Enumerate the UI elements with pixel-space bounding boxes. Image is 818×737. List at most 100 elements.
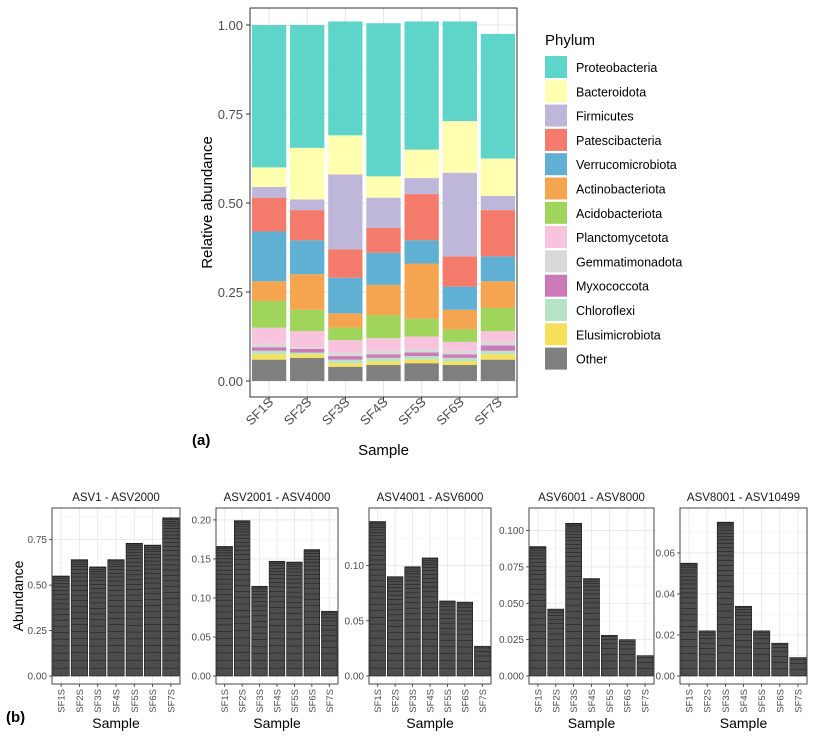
bar-segment [404, 318, 439, 337]
bar [216, 546, 233, 677]
y-axis-title: Abundance [10, 560, 26, 631]
legend-label: Myxococcota [576, 280, 649, 294]
bar-segment [404, 240, 439, 264]
bar-segment [366, 284, 401, 316]
bar [771, 642, 789, 677]
bar-segment [480, 354, 516, 360]
bar-segment [404, 352, 439, 357]
panel-title: ASV8001 - ASV10499 [687, 492, 800, 504]
panel-a-stacked-chart: 0.00 0.25 0.50 0.75 1.00 SF1S SF2S SF3S SF4S SF5S… [199, 7, 518, 459]
bar [680, 562, 698, 677]
legend-swatch [545, 153, 567, 176]
legend-swatch [545, 323, 567, 346]
bar-segment [366, 252, 401, 285]
x-tick-label: SF6S [148, 689, 159, 713]
y-tick-label: 0.05 [345, 616, 365, 627]
bar-segment [366, 361, 401, 365]
bar-segment [328, 366, 363, 381]
bar-segment [404, 178, 439, 195]
bar-segment [442, 309, 477, 330]
y-tick-label: 0.050 [499, 599, 524, 610]
bar-segment [290, 348, 325, 353]
bar-segment [251, 167, 287, 187]
x-tick-label: SF2S [75, 689, 86, 713]
bar-segment [480, 359, 516, 381]
panel-title: ASV4001 - ASV6000 [377, 492, 484, 504]
x-axis-title: Sample [720, 715, 768, 731]
y-tick-label: 0.00 [656, 672, 676, 683]
bar-segment [480, 210, 516, 257]
y-tick-label: 0.00 [28, 672, 48, 683]
y-tick-label: 0.10 [345, 561, 365, 572]
bar [268, 560, 286, 677]
panel-a-label: (a) [192, 432, 210, 449]
legend-label: Actinobacteriota [576, 183, 666, 197]
bar-segment [404, 363, 439, 381]
legend-label: Bacteroidota [576, 85, 646, 99]
bar-segment [251, 343, 287, 348]
legend-label: Verrucomicrobiota [576, 158, 677, 172]
bar-segment [404, 149, 439, 179]
bar-segment [366, 176, 401, 198]
y-tick-label: 0.025 [499, 635, 524, 646]
bar-segment [480, 350, 516, 355]
bar-segment [251, 231, 287, 282]
y-tick-label: 0.05 [192, 632, 212, 643]
bar-segment [404, 263, 439, 319]
y-tick-label: 0.06 [656, 548, 676, 559]
bar-segment [442, 21, 477, 122]
bar-segment [328, 363, 363, 367]
x-tick-label: SF1S [220, 689, 231, 713]
x-tick-label: SF5S [130, 689, 141, 713]
x-tick-label: SF3S [408, 689, 419, 713]
legend-swatch [545, 347, 567, 370]
y-tick-label: 0.50 [28, 581, 48, 592]
legend-label: Patescibacteria [576, 134, 662, 148]
bar [107, 559, 125, 677]
bar-segment [480, 158, 516, 196]
x-tick-label: SF5S [443, 689, 454, 713]
bar [286, 561, 303, 677]
x-tick-label: SF1S [373, 689, 384, 713]
legend-swatch [545, 177, 567, 200]
bar-segment [328, 352, 363, 357]
x-tick-label: SF1S [533, 689, 544, 713]
x-tick-label: SF2S [703, 689, 714, 713]
y-tick-label: 0.10 [192, 593, 212, 604]
x-tick-label: SF6S [433, 394, 467, 428]
bar [789, 657, 807, 677]
x-tick-label: SF7S [325, 689, 336, 713]
x-axis-title: Sample [568, 715, 616, 731]
legend-label: Planctomycetota [576, 231, 668, 245]
bar [474, 645, 491, 677]
y-tick-label: 0.100 [499, 526, 524, 537]
bar-segment [328, 277, 363, 314]
asv-panel: ASV2001 - ASV4000 0.00 0.05 0.10 0.15 0.20 SF1… [192, 492, 339, 731]
y-tick-label: 0.02 [656, 630, 676, 641]
legend-swatch [545, 56, 567, 78]
x-axis-title: Sample [358, 442, 409, 459]
bar-segment [442, 357, 477, 362]
bar-segment [404, 21, 439, 150]
x-tick-label: SF1S [685, 689, 696, 713]
y-tick-label: 0.04 [656, 589, 676, 600]
bar-segment [290, 210, 325, 241]
bar-segment [251, 359, 287, 381]
bar [753, 630, 771, 677]
x-tick-label: SF5S [290, 689, 301, 713]
x-tick-label: SF1S [243, 394, 277, 428]
bar [89, 566, 107, 677]
x-tick-label: SF3S [319, 394, 353, 428]
x-axis-title: Sample [406, 715, 454, 731]
asv-panel: ASV1 - ASV2000 0.00 0.25 0.50 0.75 SF1S SF2S SF… [10, 492, 181, 731]
bar [70, 559, 88, 677]
legend-swatch [545, 299, 567, 321]
bar-segment [442, 361, 477, 365]
bar-segment [290, 199, 325, 211]
legend-label: Chloroflexi [576, 304, 635, 318]
bar [618, 639, 636, 677]
bar-segment [290, 347, 325, 349]
x-tick-label: SF2S [551, 689, 562, 713]
x-tick-label: SF3S [93, 689, 104, 713]
x-tick-label: SF5S [395, 394, 429, 428]
